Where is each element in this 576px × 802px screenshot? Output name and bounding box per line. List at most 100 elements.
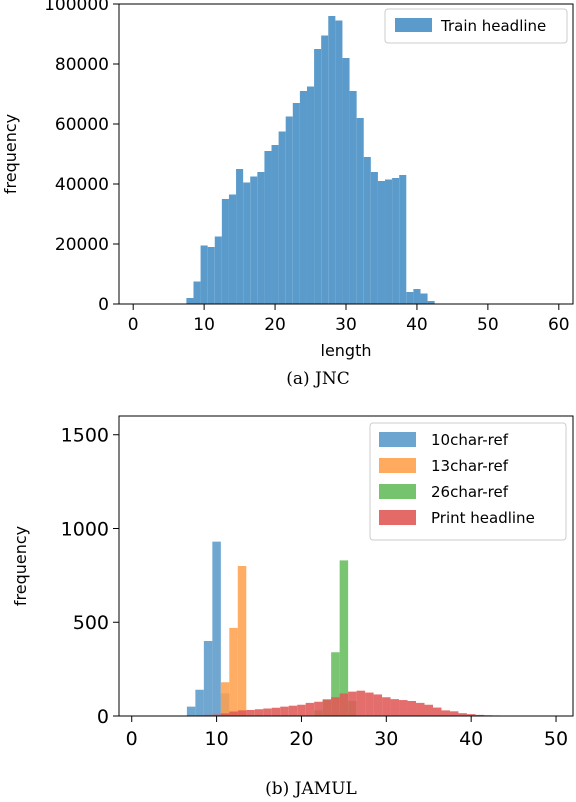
bar-a-s0-16 <box>243 182 251 304</box>
x-tick-label: 30 <box>335 315 357 335</box>
legend-swatch-2 <box>379 484 416 499</box>
y-tick-label: 40000 <box>55 175 109 195</box>
chart-b-xticks: 0 10 20 30 40 50 <box>126 716 568 750</box>
bar-a-s0-20 <box>271 145 279 304</box>
y-tick-label: 0 <box>97 706 109 728</box>
bar-a-s0-38 <box>399 175 407 304</box>
bar-b-s3-18 <box>280 706 289 717</box>
bar-a-s0-10 <box>200 245 208 304</box>
chart-b-bars <box>178 541 569 717</box>
bar-a-s0-9 <box>193 281 201 304</box>
chart-b-caption: (b) JAMUL <box>265 779 357 799</box>
x-tick-label: 0 <box>128 315 139 335</box>
bar-a-s0-27 <box>321 35 329 304</box>
bar-b-s1-11 <box>220 682 230 716</box>
bar-a-s0-40 <box>413 289 421 304</box>
x-tick-label: 40 <box>459 728 483 750</box>
y-tick-label: 100000 <box>44 0 109 15</box>
bar-a-s0-12 <box>214 236 222 304</box>
x-tick-label: 20 <box>264 315 286 335</box>
x-tick-label: 40 <box>406 315 428 335</box>
chart-a-xticks: 0 10 20 30 40 50 60 <box>128 304 570 335</box>
chart-a-caption: (a) JNC <box>286 369 350 389</box>
bar-b-s3-34 <box>416 702 425 717</box>
bar-b-s3-31 <box>390 699 400 717</box>
legend-swatch-0 <box>379 432 416 447</box>
y-tick-label: 20000 <box>55 235 109 255</box>
bar-b-s0-9 <box>203 641 213 716</box>
bar-b-s3-21 <box>305 702 315 717</box>
chart-panel-b: 0 10 20 30 40 50 0 500 1000 1500 frequency 10cha… <box>11 415 574 799</box>
bar-a-s0-41 <box>420 293 428 304</box>
x-tick-label: 50 <box>477 315 499 335</box>
bar-a-s0-31 <box>349 91 357 304</box>
chart-b-yticks: 0 500 1000 1500 <box>61 425 119 728</box>
bar-a-s0-18 <box>257 172 265 304</box>
bar-b-s1-13 <box>237 566 247 716</box>
bar-a-s0-34 <box>370 172 378 304</box>
bar-b-s2-25 <box>339 560 349 717</box>
bar-a-s0-37 <box>392 178 400 304</box>
bar-a-s0-19 <box>264 151 272 304</box>
legend-swatch-1 <box>379 458 416 473</box>
bar-a-s0-26 <box>314 49 322 304</box>
chart-b-legend-box <box>369 422 567 541</box>
y-tick-label: 80000 <box>55 55 109 75</box>
x-tick-label: 0 <box>126 728 138 750</box>
bar-a-s0-13 <box>221 199 229 304</box>
bar-b-s3-27 <box>356 690 366 716</box>
bar-b-s3-17 <box>271 707 281 716</box>
chart-panel-a: 0 10 20 30 40 50 60 0 20000 40000 60000 80000 10000… <box>1 0 574 389</box>
bar-b-s2-24 <box>331 652 340 716</box>
chart-b-frame <box>118 415 574 717</box>
y-tick-label: 1500 <box>61 425 109 447</box>
chart-a-xlabel: length <box>321 341 372 360</box>
bar-b-s3-26 <box>348 691 357 717</box>
bar-b-s3-25 <box>339 693 349 716</box>
bar-a-s0-8 <box>186 298 194 304</box>
bar-b-s3-24 <box>331 697 340 716</box>
bar-b-s0-10 <box>212 541 221 717</box>
bar-b-s3-19 <box>288 705 298 716</box>
y-tick-label: 0 <box>98 295 109 315</box>
bar-b-s3-14 <box>246 710 255 716</box>
bar-a-s0-25 <box>306 86 315 304</box>
bar-b-s3-40 <box>466 714 476 717</box>
bar-a-s0-23 <box>292 103 300 304</box>
y-tick-label: 60000 <box>55 115 109 135</box>
bar-a-s0-24 <box>299 91 307 304</box>
chart-a-legend-box <box>384 8 568 44</box>
x-tick-label: 30 <box>374 728 398 750</box>
bar-b-s3-28 <box>365 692 374 716</box>
bar-a-s0-28 <box>328 16 336 304</box>
bar-a-s0-29 <box>335 20 343 304</box>
bar-b-s3-35 <box>424 704 433 716</box>
x-tick-label: 20 <box>289 728 313 750</box>
bar-a-s0-33 <box>363 157 371 304</box>
bar-b-s3-11 <box>220 713 230 717</box>
bar-b-s3-20 <box>297 704 306 716</box>
bar-a-s0-42 <box>427 301 435 304</box>
bar-a-s0-14 <box>228 194 237 304</box>
bar-b-s3-39 <box>458 713 467 716</box>
x-tick-label: 10 <box>193 315 215 335</box>
bar-b-s3-10 <box>212 714 221 716</box>
chart-a-bars <box>186 16 435 304</box>
bar-b-s3-16 <box>263 708 272 716</box>
bar-b-s1-12 <box>229 627 238 717</box>
legend-label-3: Print headline <box>431 509 535 527</box>
chart-a-legend: Train headline <box>384 8 568 44</box>
bar-b-s3-13 <box>237 710 247 717</box>
y-tick-label: 1000 <box>61 518 109 540</box>
legend-label-0: 10char-ref <box>431 431 509 449</box>
bar-b-s3-38 <box>449 711 459 716</box>
bar-b-s3-29 <box>373 694 383 716</box>
bar-a-s0-32 <box>356 118 364 304</box>
bar-b-s3-37 <box>441 710 450 717</box>
chart-b-legend: 10char-ref 13char-ref 26char-ref Print head… <box>369 422 567 541</box>
bar-b-s3-9 <box>203 714 213 717</box>
chart-a-ylabel: frequency <box>1 114 20 194</box>
bar-a-s0-30 <box>342 58 350 304</box>
bar-b-s3-12 <box>229 711 238 716</box>
